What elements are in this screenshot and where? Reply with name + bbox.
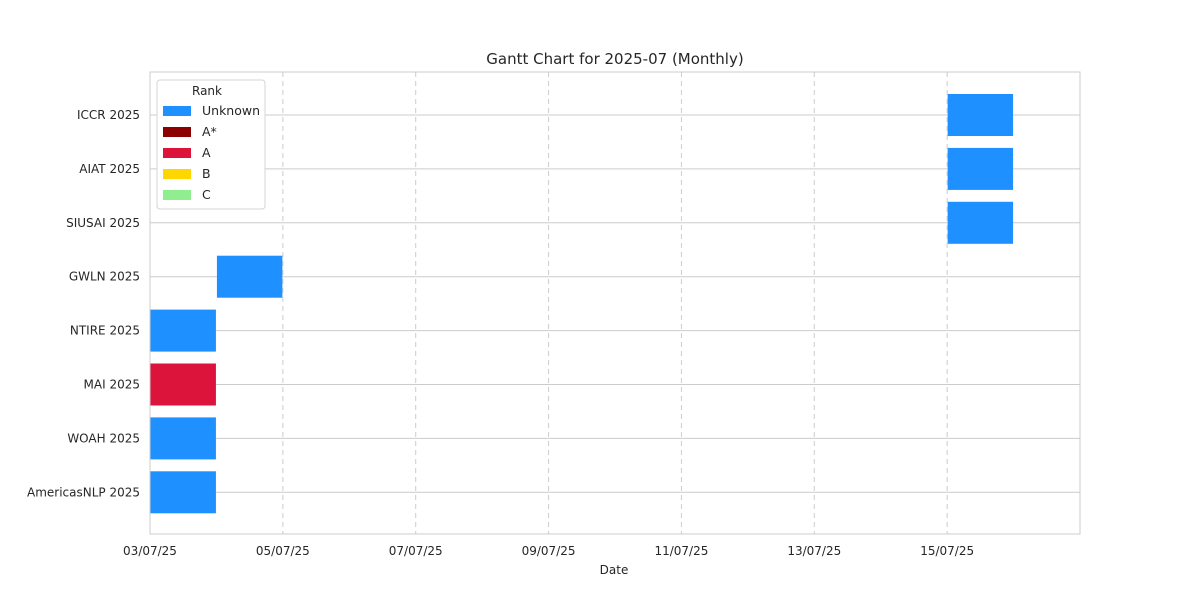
legend-title: Rank [192, 84, 222, 98]
legend-entry-label: A* [202, 124, 217, 139]
chart-title: Gantt Chart for 2025-07 (Monthly) [486, 50, 743, 68]
legend-entries: Unknown A* ABC [163, 103, 260, 202]
y-tick-label: NTIRE 2025 [70, 324, 140, 338]
legend-box [156, 79, 266, 210]
x-tick-label: 13/07/25 [787, 544, 841, 558]
task-bar [150, 363, 216, 406]
legend-swatch [163, 190, 191, 200]
task-bar [947, 201, 1014, 244]
y-tick-labels: ICCR 2025 AIAT 2025 SIUSAI 2025 GWLN 2025 NT… [27, 108, 140, 499]
x-axis-label: Date [600, 563, 629, 577]
task-bar [150, 417, 216, 460]
task-bars [150, 94, 1014, 514]
legend-entry-label: C [202, 187, 211, 202]
y-tick-label: GWLN 2025 [69, 270, 140, 284]
y-tick-label: AmericasNLP 2025 [27, 485, 140, 499]
y-tick-label: SIUSAI 2025 [66, 216, 140, 230]
legend-swatch [163, 169, 191, 179]
task-bar [150, 471, 216, 514]
legend-swatch [163, 148, 191, 158]
x-tick-label: 05/07/25 [256, 544, 310, 558]
legend-entry-label: B [202, 166, 211, 181]
x-tick-labels: 03/07/25 05/07/25 07/07/25 09/07/25 11/07/25… [123, 544, 974, 558]
legend-swatch [163, 127, 191, 137]
y-tick-label: AIAT 2025 [79, 162, 140, 176]
task-bar [150, 309, 216, 352]
task-bar [947, 94, 1014, 136]
task-bar [216, 255, 283, 298]
y-tick-label: MAI 2025 [84, 378, 140, 392]
plot-area [149, 71, 1081, 535]
x-tick-label: 15/07/25 [920, 544, 974, 558]
legend: Rank Unknown A* ABC [156, 79, 266, 210]
x-tick-label: 09/07/25 [522, 544, 576, 558]
x-tick-label: 07/07/25 [389, 544, 443, 558]
legend-entry-label: Unknown [202, 103, 260, 118]
y-tick-label: WOAH 2025 [67, 431, 140, 445]
plot-frame [149, 71, 1081, 535]
x-tick-label: 03/07/25 [123, 544, 177, 558]
x-tick-label: 11/07/25 [654, 544, 708, 558]
y-gridlines [150, 114, 1080, 493]
legend-swatch [163, 106, 191, 116]
task-bar [947, 147, 1014, 190]
legend-entry-label: A [202, 145, 211, 160]
y-tick-label: ICCR 2025 [77, 108, 140, 122]
plot-background [150, 72, 1080, 534]
